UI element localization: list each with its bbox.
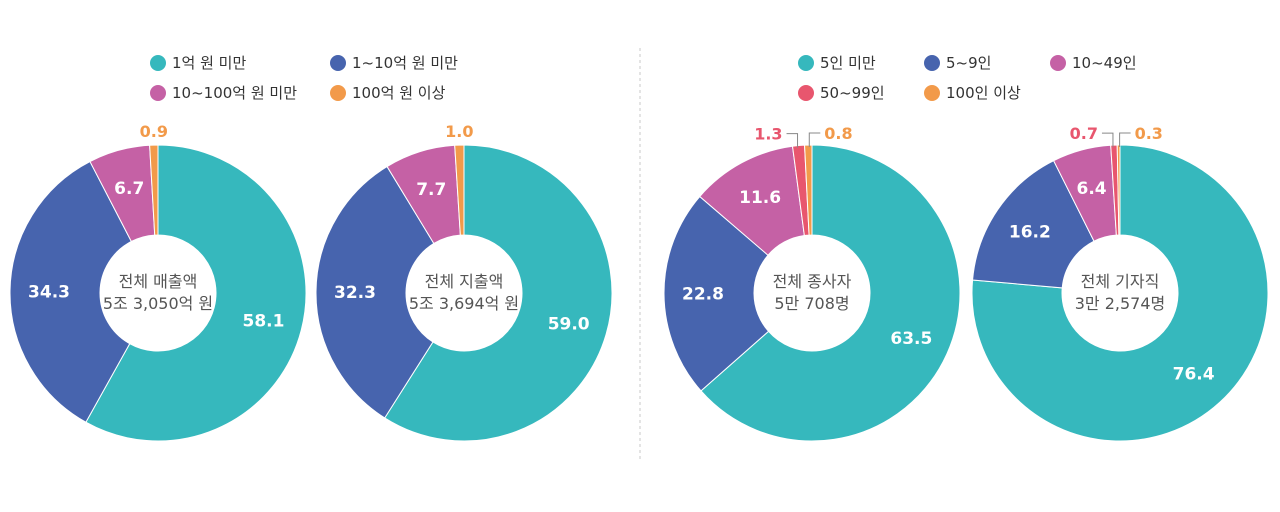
center-title: 전체 지출액 [425,272,504,291]
legend-swatch [150,55,166,71]
pie-slice [971,144,1269,442]
legend-label: 50~99인 [820,84,885,102]
legend-label: 100억 원 이상 [352,84,446,102]
legend-label: 10~100억 원 미만 [172,84,297,102]
slice-value-label: 76.4 [1173,364,1215,384]
center-title: 전체 매출액 [119,272,198,291]
donut-chart: 76.4 16.2 6.4 0.7 0.3 전체 기자직 3만 2,574명 [971,124,1269,442]
label-leader-line [808,132,821,148]
legend-swatch [798,85,814,101]
pie-slice [663,195,770,392]
legend-item: 1~10억 원 미만 [330,54,458,72]
pie-slice [149,144,159,236]
legend-label: 1억 원 미만 [172,54,246,72]
pie-slice [454,144,465,236]
slice-value-label: 1.3 [754,125,782,144]
legend-item: 5인 미만 [798,54,876,72]
slice-value-label: 0.9 [140,122,168,141]
pie-slice [85,144,307,442]
label-leader-line [1101,132,1114,148]
pie-slice [972,160,1095,289]
pie-slice [700,144,961,442]
slice-value-label: 22.8 [682,285,724,305]
legend-swatch [798,55,814,71]
slice-value-label: 0.8 [824,124,852,143]
center-total: 3만 2,574명 [1075,294,1166,313]
slice-value-label: 63.5 [890,329,932,349]
pie-slice [1116,144,1121,236]
legends: 1억 원 미만 1~10억 원 미만 10~100억 원 미만 100억 원 이상 5인… [150,54,1137,102]
pie-slice [315,165,435,419]
slice-value-label: 6.7 [114,179,144,199]
legend-item: 10~100억 원 미만 [150,84,297,102]
legend-item: 10~49인 [1050,54,1137,72]
slice-value-label: 34.3 [28,282,70,302]
legend-item: 100인 이상 [924,84,1021,102]
donut-chart: 58.1 34.3 6.7 0.9 전체 매출액 5조 3,050억 원 [9,122,307,442]
slice-value-label: 11.6 [739,188,781,208]
legend-label: 1~10억 원 미만 [352,54,458,72]
slice-value-label: 0.7 [1070,124,1098,143]
center-title: 전체 기자직 [1081,272,1160,291]
legend-label: 5인 미만 [820,54,876,72]
slice-value-label: 59.0 [548,314,590,334]
donut-chart: 63.5 22.8 11.6 1.3 0.8 전체 종사자 5만 708명 [663,124,961,442]
center-total: 5조 3,694억 원 [409,294,519,313]
slice-value-label: 16.2 [1009,223,1051,243]
center-total: 5조 3,050억 원 [103,294,213,313]
legend-swatch [150,85,166,101]
slice-value-label: 1.0 [445,122,473,141]
legend-item: 50~99인 [798,84,885,102]
slice-value-label: 58.1 [243,311,285,331]
slice-value-label: 6.4 [1077,179,1107,199]
legend-item: 100억 원 이상 [330,84,446,102]
pie-slice [9,160,133,423]
legend-swatch [330,55,346,71]
legend-label: 100인 이상 [946,84,1021,102]
legend-swatch [330,85,346,101]
pie-slice [384,144,613,442]
legend-label: 5~9인 [946,54,991,72]
legend-label: 10~49인 [1072,54,1137,72]
slice-value-label: 0.3 [1135,124,1163,143]
label-leader-line [1119,132,1131,148]
center-total: 5만 708명 [774,294,849,313]
legend-swatch [924,55,940,71]
center-title: 전체 종사자 [773,272,852,291]
legend-item: 1억 원 미만 [150,54,246,72]
legend-item: 5~9인 [924,54,991,72]
label-leader-line [786,133,799,148]
slice-value-label: 32.3 [334,283,376,303]
slice-value-label: 7.7 [416,180,446,200]
legend-swatch [924,85,940,101]
charts: 58.1 34.3 6.7 0.9 전체 매출액 5조 3,050억 원 59.0 32.3 7… [9,122,1269,442]
legend-swatch [1050,55,1066,71]
pie-slice [804,144,813,236]
donut-chart: 59.0 32.3 7.7 1.0 전체 지출액 5조 3,694억 원 [315,122,613,442]
